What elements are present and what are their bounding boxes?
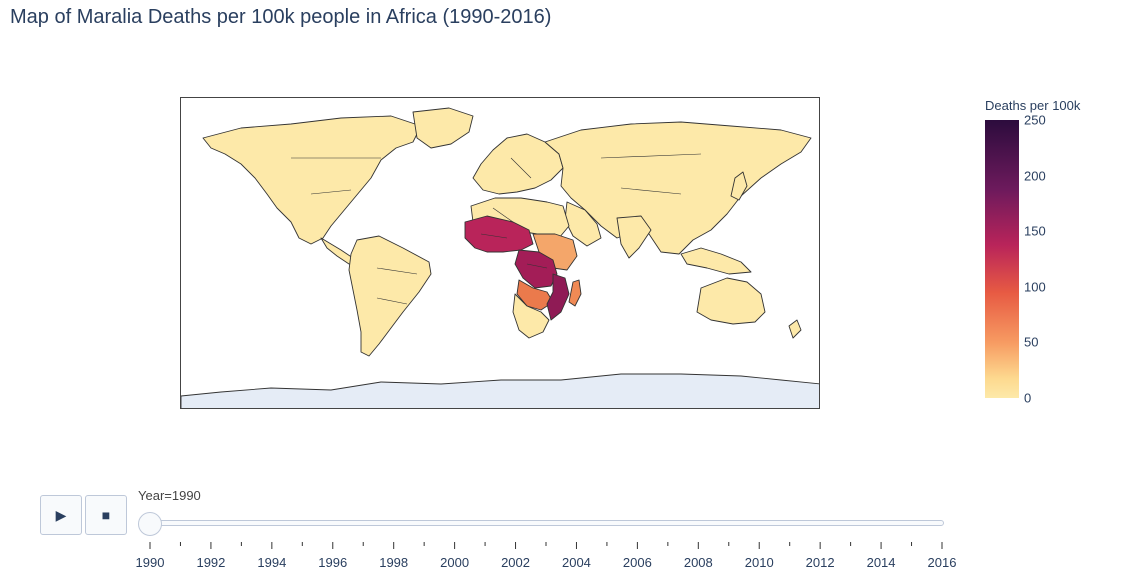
stop-button[interactable]: ■ xyxy=(85,495,127,535)
region-south-central-africa xyxy=(516,279,554,311)
region-antarctica xyxy=(181,373,819,408)
colorbar-tick: 50 xyxy=(1024,334,1039,350)
region-madagascar xyxy=(568,279,582,307)
play-button[interactable]: ▶ xyxy=(40,495,82,535)
slider-year-label[interactable]: 1996 xyxy=(318,555,348,570)
colorbar-tick: 250 xyxy=(1024,112,1046,128)
colorbar-tick: 0 xyxy=(1024,390,1032,406)
region-mozambique xyxy=(546,273,570,321)
slider-year-label[interactable]: 1990 xyxy=(135,555,165,570)
slider-year-label[interactable]: 1992 xyxy=(196,555,226,570)
slider-year-label[interactable]: 2002 xyxy=(501,555,530,570)
region-south-america xyxy=(348,235,432,357)
slider-year-label[interactable]: 2000 xyxy=(440,555,470,570)
slider-year-label[interactable]: 2010 xyxy=(744,555,774,570)
region-southern-africa xyxy=(512,293,550,339)
region-greenland xyxy=(412,107,474,149)
region-central-africa xyxy=(514,249,558,289)
colorbar-tick: 200 xyxy=(1024,168,1046,184)
stop-icon: ■ xyxy=(101,507,111,523)
colorbar-tick: 150 xyxy=(1024,223,1046,239)
region-new-zealand xyxy=(788,319,802,339)
colorbar-title: Deaths per 100k xyxy=(985,98,1081,113)
region-north-america xyxy=(202,115,422,245)
page-title: Map of Maralia Deaths per 100k people in… xyxy=(10,6,552,28)
colorbar-gradient xyxy=(985,120,1019,398)
slider-year-label[interactable]: 2008 xyxy=(683,555,713,570)
region-india xyxy=(616,215,652,259)
slider-year-label[interactable]: 2004 xyxy=(561,555,591,570)
slider-current-value: Year=1990 xyxy=(138,488,201,503)
slider-year-label[interactable]: 2014 xyxy=(866,555,896,570)
slider-year-label[interactable]: 2012 xyxy=(805,555,835,570)
year-slider-handle[interactable] xyxy=(138,512,162,536)
world-map[interactable] xyxy=(180,97,820,409)
region-australia xyxy=(696,277,766,325)
play-icon: ▶ xyxy=(55,506,67,523)
slider-year-label[interactable]: 1998 xyxy=(379,555,409,570)
region-asia xyxy=(544,121,812,255)
slider-year-label[interactable]: 1994 xyxy=(257,555,287,570)
map-svg xyxy=(181,107,819,408)
region-sea-islands xyxy=(680,247,752,275)
slider-year-label[interactable]: 2016 xyxy=(927,555,957,570)
slider-year-label[interactable]: 2006 xyxy=(622,555,652,570)
colorbar-tick: 100 xyxy=(1024,279,1046,295)
region-japan xyxy=(730,171,748,201)
